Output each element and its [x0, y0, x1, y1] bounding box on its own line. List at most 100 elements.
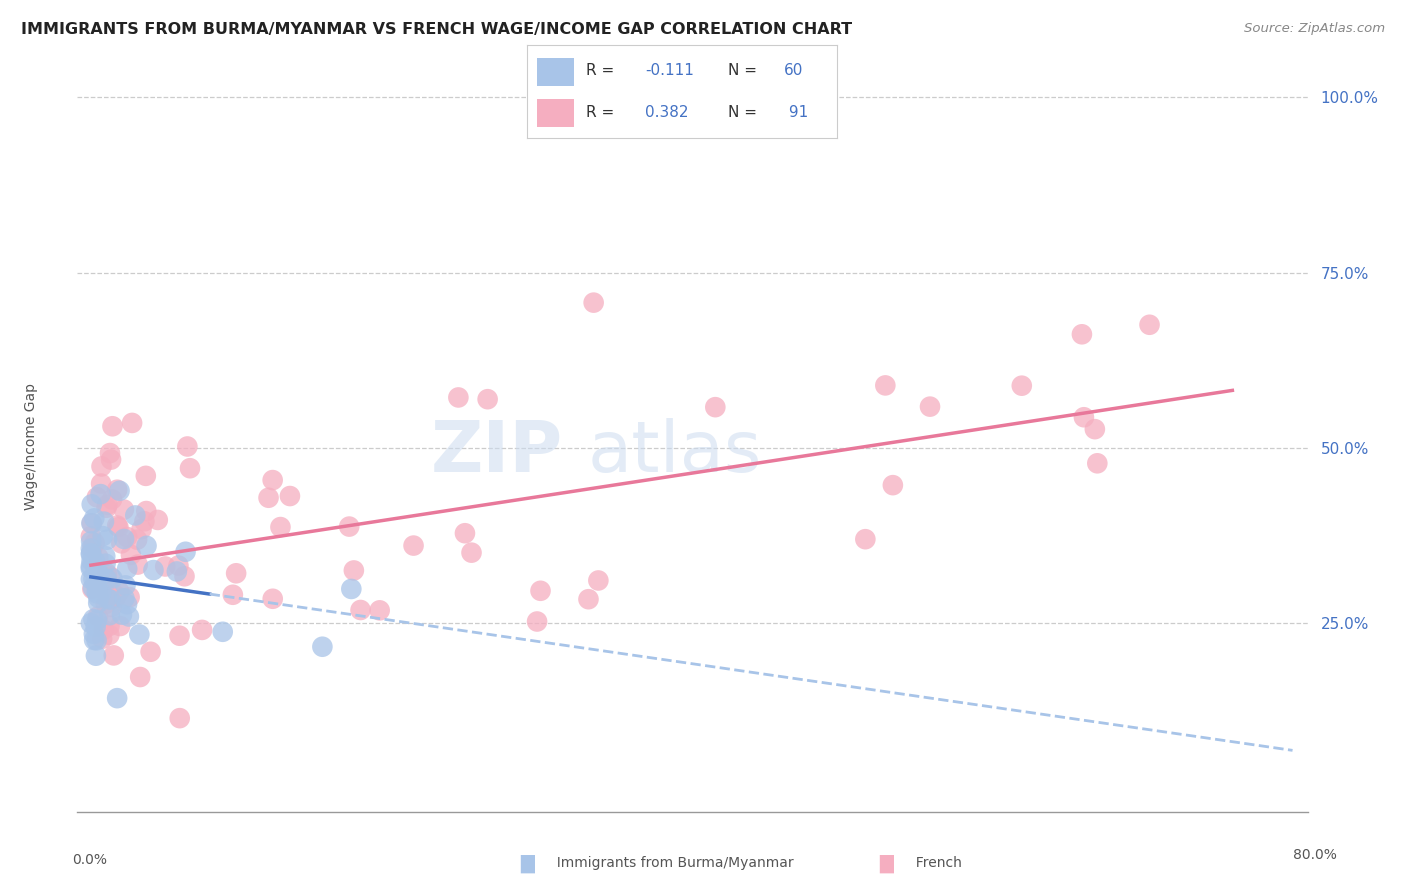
Point [80, 529, 103, 543]
Point [108, 619, 131, 633]
Point [349, 603, 371, 617]
Point [173, 569, 195, 583]
Point [121, 416, 143, 430]
Point [269, 520, 291, 534]
Text: █: █ [879, 855, 893, 872]
Point [80, 516, 103, 531]
Text: 80.0%: 80.0% [1292, 847, 1337, 862]
Point [134, 514, 156, 528]
Point [96, 498, 118, 512]
Point [368, 603, 391, 617]
Text: 0.0%: 0.0% [72, 853, 107, 867]
Point [80, 541, 103, 556]
Point [135, 504, 157, 518]
Point [704, 400, 727, 414]
Point [83, 511, 105, 525]
Point [80, 516, 103, 531]
Point [80, 572, 103, 586]
Text: ZIP: ZIP [432, 417, 564, 486]
Point [80, 497, 103, 511]
Point [278, 489, 301, 503]
Point [108, 483, 131, 498]
Point [86, 490, 108, 504]
Point [211, 624, 233, 639]
Point [128, 627, 150, 641]
Point [87, 550, 110, 565]
Point [101, 589, 124, 603]
Point [1139, 318, 1161, 332]
Point [918, 400, 941, 414]
Point [86, 583, 108, 598]
Point [107, 520, 129, 534]
Point [84, 554, 107, 568]
Text: Wage/Income Gap: Wage/Income Gap [24, 383, 38, 509]
Point [578, 592, 600, 607]
Point [166, 565, 188, 579]
Point [91, 632, 114, 646]
Point [104, 590, 127, 604]
Point [155, 559, 177, 574]
Point [80, 616, 103, 631]
Point [1071, 327, 1094, 342]
Point [222, 588, 245, 602]
Point [343, 564, 366, 578]
Point [101, 492, 124, 507]
Point [118, 590, 141, 604]
Text: atlas: atlas [588, 417, 762, 486]
Point [103, 648, 125, 663]
Point [91, 529, 114, 543]
Point [139, 645, 162, 659]
Point [96, 566, 118, 581]
Point [112, 532, 135, 546]
Point [176, 440, 198, 454]
Point [80, 534, 103, 549]
Point [87, 609, 110, 624]
Point [90, 487, 112, 501]
Point [82, 541, 104, 556]
Point [96, 572, 118, 586]
Point [96, 500, 118, 515]
Text: █: █ [520, 855, 534, 872]
Point [262, 591, 284, 606]
Point [83, 633, 105, 648]
Point [82, 612, 104, 626]
Text: -0.111: -0.111 [645, 63, 693, 78]
Point [460, 546, 482, 560]
Point [402, 539, 425, 553]
Point [80, 547, 103, 561]
Point [98, 628, 121, 642]
Point [89, 579, 111, 593]
Point [86, 633, 108, 648]
Point [84, 562, 107, 576]
Point [454, 526, 477, 541]
Point [225, 566, 247, 581]
Point [86, 613, 108, 627]
Text: R =: R = [586, 63, 619, 78]
Point [135, 539, 157, 553]
Point [340, 582, 363, 596]
Point [1011, 378, 1033, 392]
Point [87, 566, 110, 581]
Point [112, 591, 135, 606]
Point [882, 478, 904, 492]
Point [135, 468, 157, 483]
Point [146, 513, 169, 527]
Point [115, 597, 138, 611]
Point [191, 623, 214, 637]
Point [90, 476, 112, 491]
Bar [537, 99, 574, 127]
Point [174, 545, 197, 559]
Bar [537, 58, 574, 86]
Point [127, 533, 149, 547]
Point [179, 461, 201, 475]
Point [1073, 410, 1095, 425]
Point [111, 607, 134, 622]
Text: 60: 60 [785, 63, 803, 78]
Point [337, 519, 360, 533]
Point [529, 583, 551, 598]
Point [108, 584, 131, 599]
Point [94, 557, 117, 571]
Text: Immigrants from Burma/Myanmar: Immigrants from Burma/Myanmar [548, 856, 794, 871]
Point [82, 572, 104, 586]
Text: Source: ZipAtlas.com: Source: ZipAtlas.com [1244, 22, 1385, 36]
